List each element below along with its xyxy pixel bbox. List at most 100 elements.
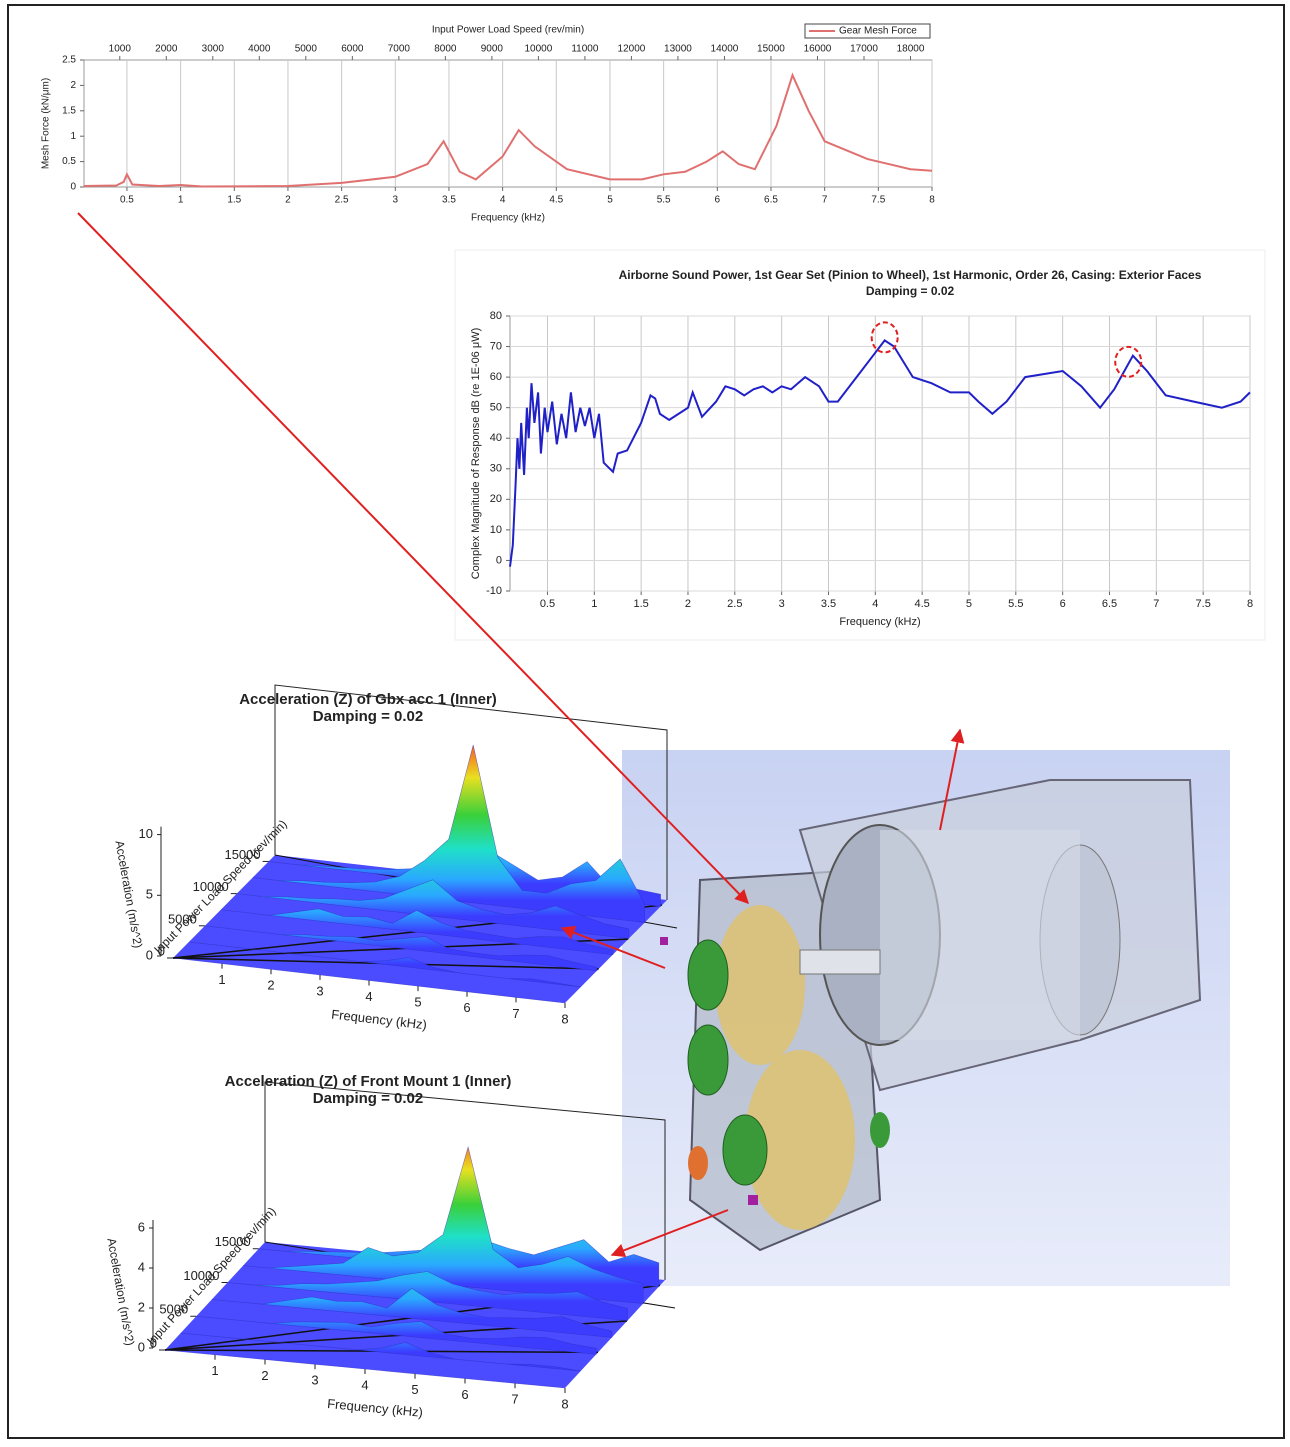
x-tick-label: 5 xyxy=(414,995,421,1010)
x-tick-label: 6 xyxy=(463,1000,470,1015)
y-tick-label: 60 xyxy=(490,371,502,383)
chart-subtitle: Damping = 0.02 xyxy=(313,708,423,725)
y-tick-label: 10000 xyxy=(193,879,229,894)
z-tick-label: 2 xyxy=(138,1299,145,1314)
ridge xyxy=(204,925,598,972)
x-tick-label: 2 xyxy=(267,978,274,993)
y-tick-label: 0 xyxy=(158,943,165,958)
highlight-circle xyxy=(870,321,899,354)
gearbox-model xyxy=(622,750,1230,1286)
chart-subtitle: Damping = 0.02 xyxy=(313,1090,423,1107)
plot-area xyxy=(509,315,1251,592)
ridge xyxy=(188,941,581,988)
y-tick-label: 15000 xyxy=(215,1234,251,1249)
surface-chart: Acceleration (Z) of Gbx acc 1 (Inner)Dam… xyxy=(112,684,678,1032)
x2-tick-label: 8000 xyxy=(434,44,457,55)
y-tick-label: 70 xyxy=(490,340,502,352)
z-tick-label: 0 xyxy=(138,1339,145,1354)
y-tick-label: 40 xyxy=(490,432,502,444)
x-tick-label: 3.5 xyxy=(821,598,836,610)
x2-tick-label: 16000 xyxy=(804,44,832,55)
x2-tick-label: 9000 xyxy=(481,44,504,55)
y-tick-label: 0.5 xyxy=(62,156,76,167)
chart-title: Airborne Sound Power, 1st Gear Set (Pini… xyxy=(619,268,1202,282)
legend-label: Gear Mesh Force xyxy=(839,26,917,37)
x-tick-label: 3.5 xyxy=(442,195,456,206)
y-axis-label: Complex Magnitude of Response dB (re 1E-… xyxy=(470,328,482,580)
ridge xyxy=(211,1288,613,1338)
chart-title: Acceleration (Z) of Gbx acc 1 (Inner) xyxy=(239,691,497,708)
chart-title: Acceleration (Z) of Front Mount 1 (Inner… xyxy=(225,1073,512,1090)
x-tick-label: 6 xyxy=(715,195,721,206)
x-tick-label: 4.5 xyxy=(549,195,563,206)
x-tick-label: 6 xyxy=(1060,598,1066,610)
x2-tick-label: 5000 xyxy=(295,44,318,55)
y-tick-label: 10000 xyxy=(183,1268,219,1283)
x-tick-label: 2 xyxy=(685,598,691,610)
x-tick-label: 3 xyxy=(311,1373,318,1388)
x-tick-label: 2 xyxy=(261,1368,268,1383)
line-chart: 0.5 1 1.5 2 2.5 3 3.5 4 4.5 5 5.5 6 6.5 7 7.5 8 -10 0 10 20… xyxy=(470,268,1253,628)
y-tick-label: 80 xyxy=(490,310,502,322)
y-tick-label: 0 xyxy=(70,182,76,193)
y-tick-label: 30 xyxy=(490,463,502,475)
y-tick-label: 5000 xyxy=(168,911,197,926)
x2-tick-label: 3000 xyxy=(202,44,225,55)
x-tick-label: 7 xyxy=(511,1392,518,1407)
z-tick-label: 6 xyxy=(138,1219,145,1234)
y-tick-label: 1 xyxy=(70,131,76,142)
x-tick-label: 5.5 xyxy=(1008,598,1023,610)
x-tick-label: 6 xyxy=(461,1387,468,1402)
chart-subtitle: Damping = 0.02 xyxy=(866,284,955,298)
x-tick-label: 2.5 xyxy=(335,195,349,206)
y-tick-label: -10 xyxy=(486,585,502,597)
x-tick-label: 1 xyxy=(218,972,225,987)
ridge xyxy=(227,1271,628,1321)
y-axis-label: Mesh Force (kN/μm) xyxy=(41,78,52,169)
x2-tick-label: 12000 xyxy=(618,44,646,55)
x2-tick-label: 14000 xyxy=(711,44,739,55)
arrows xyxy=(77,212,965,1257)
x-axis-label: Frequency (kHz) xyxy=(471,213,545,224)
x-tick-label: 1.5 xyxy=(633,598,648,610)
ridge xyxy=(252,744,646,923)
x-tick-label: 4 xyxy=(361,1377,368,1392)
x-axis-label: Frequency (kHz) xyxy=(327,1396,424,1420)
x2-tick-label: 1000 xyxy=(109,44,132,55)
y-tick-label: 5000 xyxy=(159,1302,188,1317)
x-tick-label: 8 xyxy=(1247,598,1253,610)
highlight-circle xyxy=(1114,345,1143,378)
ridge xyxy=(196,1316,597,1355)
x-tick-label: 7 xyxy=(822,195,828,206)
x-tick-label: 7.5 xyxy=(1196,598,1211,610)
y-tick-label: 1.5 xyxy=(62,105,76,116)
x-tick-label: 6.5 xyxy=(1102,598,1117,610)
plot-area xyxy=(83,59,933,188)
ridge xyxy=(220,908,614,956)
x2-tick-label: 7000 xyxy=(388,44,411,55)
surface-chart: Acceleration (Z) of Front Mount 1 (Inner… xyxy=(104,1073,676,1420)
x2-tick-label: 11000 xyxy=(571,44,599,55)
x2-tick-label: 17000 xyxy=(850,44,878,55)
y-tick-label: 2.5 xyxy=(62,55,76,66)
x-tick-label: 0.5 xyxy=(540,598,555,610)
x-tick-label: 3 xyxy=(316,983,323,998)
y-tick-label: 10 xyxy=(490,524,502,536)
x2-tick-label: 15000 xyxy=(757,44,785,55)
x-tick-label: 3 xyxy=(393,195,399,206)
x-axis-label: Frequency (kHz) xyxy=(839,616,920,628)
x-tick-label: 1 xyxy=(211,1363,218,1378)
y-tick-label: 0 xyxy=(150,1335,157,1350)
x-tick-label: 7.5 xyxy=(871,195,885,206)
legend-box xyxy=(804,23,931,39)
x2-tick-label: 4000 xyxy=(248,44,271,55)
y-tick-label: 50 xyxy=(490,402,502,414)
z-axis-label: Acceleration (m/s^2) xyxy=(104,1237,137,1347)
x-tick-label: 4 xyxy=(500,195,506,206)
x-tick-label: 5 xyxy=(411,1382,418,1397)
z-tick-label: 10 xyxy=(139,826,153,841)
y-tick-label: 2 xyxy=(70,80,76,91)
x-tick-label: 0.5 xyxy=(120,195,134,206)
data-line xyxy=(509,339,1251,567)
